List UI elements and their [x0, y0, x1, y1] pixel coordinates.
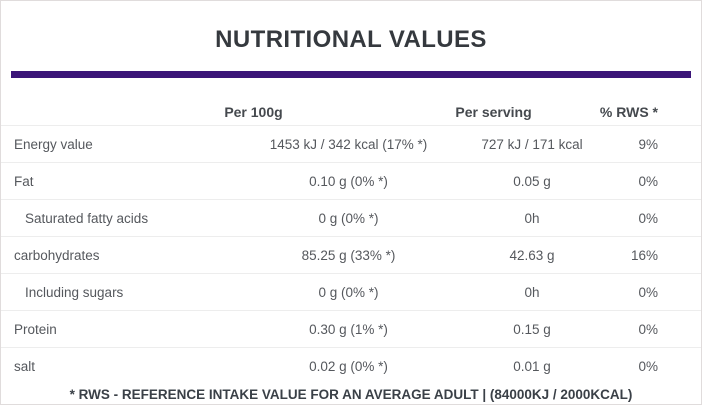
row-label: carbohydrates	[14, 247, 100, 263]
value-per-100g: 0 g (0% *)	[318, 284, 379, 300]
header-spacer	[1, 103, 181, 121]
table-row-sugars: Including sugars 0 g (0% *) 0h 0%	[1, 274, 701, 311]
value-rws: 0%	[638, 210, 658, 226]
rws-footnote: * RWS - REFERENCE INTAKE VALUE FOR AN AV…	[69, 387, 633, 402]
row-label: Including sugars	[25, 284, 124, 300]
value-per-100g: 85.25 g (33% *)	[301, 247, 396, 263]
table-body: Energy value 1453 kJ / 342 kcal (17% *) …	[1, 126, 701, 385]
table-row-salt: salt 0.02 g (0% *) 0.01 g 0%	[1, 348, 701, 385]
value-per-serving: 0h	[524, 210, 540, 226]
row-label: Protein	[14, 321, 57, 337]
accent-bar	[11, 71, 691, 78]
value-rws: 0%	[638, 173, 658, 189]
row-label: Fat	[14, 173, 34, 189]
value-per-serving: 0.15 g	[513, 321, 551, 337]
header-spacer	[326, 103, 421, 121]
card-title: NUTRITIONAL VALUES	[215, 26, 487, 53]
row-label: Energy value	[14, 136, 93, 152]
value-per-100g: 0.02 g (0% *)	[309, 359, 388, 374]
table-header-row: Per 100g Per serving % RWS *	[1, 78, 701, 126]
value-per-100g: 0 g (0% *)	[318, 210, 379, 226]
column-header-rws: % RWS *	[599, 104, 658, 120]
value-per-serving: 727 kJ / 171 kcal	[481, 136, 583, 152]
value-per-serving: 0.05 g	[513, 173, 551, 189]
column-header-per-100g: Per 100g	[224, 104, 283, 120]
value-rws: 9%	[638, 136, 658, 152]
table-row-energy: Energy value 1453 kJ / 342 kcal (17% *) …	[1, 126, 701, 163]
table-row-saturated-fat: Saturated fatty acids 0 g (0% *) 0h 0%	[1, 200, 701, 237]
column-header-per-serving: Per serving	[455, 104, 532, 120]
value-per-serving: 0h	[524, 284, 540, 300]
row-label: salt	[14, 359, 36, 374]
value-per-serving: 42.63 g	[509, 247, 555, 263]
table-row-protein: Protein 0.30 g (1% *) 0.15 g 0%	[1, 311, 701, 348]
table-row-fat: Fat 0.10 g (0% *) 0.05 g 0%	[1, 163, 701, 200]
value-per-100g: 0.30 g (1% *)	[309, 321, 388, 337]
value-rws: 0%	[638, 284, 658, 300]
value-per-serving: 0.01 g	[513, 359, 551, 374]
table-row-carbohydrates: carbohydrates 85.25 g (33% *) 42.63 g 16…	[1, 237, 701, 274]
value-per-100g: 0.10 g (0% *)	[309, 173, 388, 189]
value-rws: 0%	[638, 321, 658, 337]
row-label: Saturated fatty acids	[25, 210, 149, 226]
value-per-100g: 1453 kJ / 342 kcal (17% *)	[269, 136, 428, 152]
value-rws: 0%	[638, 359, 658, 374]
value-rws: 16%	[630, 247, 658, 263]
header-spacer	[658, 103, 701, 121]
